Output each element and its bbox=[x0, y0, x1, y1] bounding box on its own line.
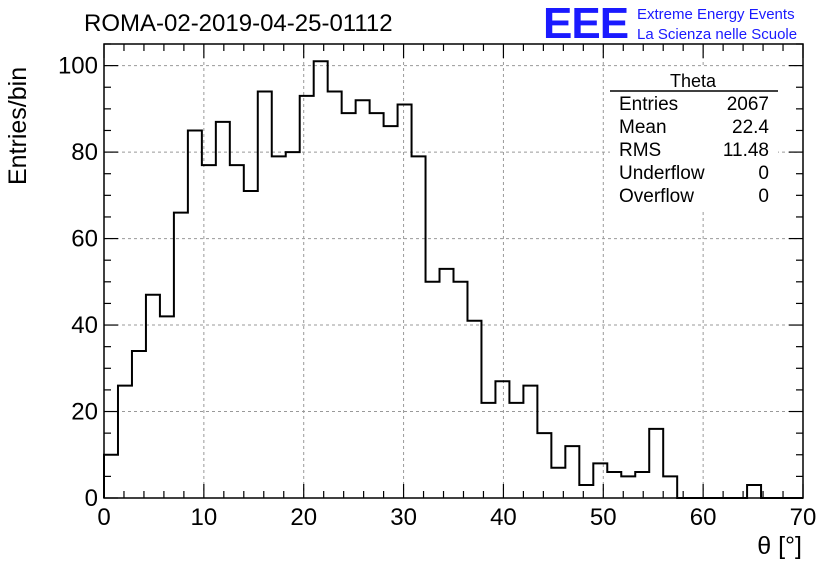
x-tick-label: 20 bbox=[290, 504, 317, 531]
histogram-bin bbox=[104, 455, 118, 498]
stats-row-value: 22.4 bbox=[732, 117, 769, 138]
x-tick-label: 70 bbox=[790, 504, 817, 531]
histogram-bin bbox=[537, 433, 551, 498]
histogram-series bbox=[103, 60, 803, 499]
histogram-bin bbox=[370, 113, 384, 498]
stats-row-label: Overflow bbox=[619, 186, 694, 207]
histogram-bin bbox=[342, 113, 356, 498]
y-tick-label: 80 bbox=[71, 139, 98, 166]
histogram-bin bbox=[467, 321, 481, 498]
histogram-bin bbox=[328, 92, 342, 498]
stats-row-label: Entries bbox=[619, 94, 678, 115]
histogram-bin bbox=[440, 269, 454, 498]
histogram-bin bbox=[565, 446, 579, 498]
stats-box-title: Theta bbox=[670, 71, 717, 91]
histogram-bin bbox=[454, 282, 468, 498]
histogram-bin bbox=[551, 468, 565, 498]
y-tick-label: 60 bbox=[71, 226, 98, 253]
histogram-bin bbox=[649, 429, 663, 498]
histogram-bin bbox=[118, 386, 132, 498]
x-axis-label: θ [°] bbox=[757, 532, 802, 560]
plot-frame bbox=[103, 43, 804, 499]
histogram-bin bbox=[286, 152, 300, 498]
y-tick-label: 100 bbox=[58, 53, 98, 80]
histogram-bin bbox=[244, 191, 258, 498]
histogram-bin bbox=[258, 92, 272, 498]
y-tick-label: 20 bbox=[71, 399, 98, 426]
histogram-bin bbox=[579, 485, 593, 498]
histogram-bin bbox=[593, 463, 607, 498]
histogram-bin bbox=[160, 316, 174, 498]
histogram-bin bbox=[300, 96, 314, 498]
histogram-bin bbox=[523, 386, 537, 498]
histogram-bin bbox=[132, 351, 146, 498]
histogram-bin bbox=[174, 213, 188, 498]
histogram-bin bbox=[188, 130, 202, 498]
y-tick-label: 0 bbox=[85, 485, 98, 512]
chart-title: ROMA-02-2019-04-25-01112 bbox=[84, 10, 393, 37]
x-tick-label: 10 bbox=[191, 504, 218, 531]
stats-row-value: 11.48 bbox=[723, 140, 769, 161]
stats-row-value: 0 bbox=[758, 163, 769, 184]
histogram-bin bbox=[356, 100, 370, 498]
histogram-bin bbox=[663, 476, 677, 498]
histogram-bin bbox=[495, 381, 509, 498]
stats-row-label: Underflow bbox=[619, 163, 705, 184]
histogram-bin bbox=[607, 472, 621, 498]
histogram-bin bbox=[202, 165, 216, 498]
x-tick-label: 0 bbox=[97, 504, 110, 531]
histogram-bin bbox=[314, 61, 328, 498]
stats-row-value: 2067 bbox=[727, 94, 769, 115]
histogram-bin bbox=[146, 295, 160, 498]
logo-line1: Extreme Energy Events bbox=[637, 6, 795, 23]
eee-logo: EEE bbox=[543, 0, 629, 48]
histogram-bin bbox=[509, 403, 523, 498]
histogram-bin bbox=[621, 476, 635, 498]
x-tick-label: 60 bbox=[690, 504, 717, 531]
stats-row-label: RMS bbox=[619, 140, 661, 161]
x-tick-label: 40 bbox=[490, 504, 517, 531]
histogram-bin bbox=[272, 156, 286, 498]
histogram-bin bbox=[635, 472, 649, 498]
histogram-bin bbox=[230, 165, 244, 498]
histogram-bin bbox=[412, 156, 426, 498]
stats-row-label: Mean bbox=[619, 117, 667, 138]
y-tick-label: 40 bbox=[71, 312, 98, 339]
x-tick-label: 50 bbox=[590, 504, 617, 531]
logo-line2: La Scienza nelle Scuole bbox=[637, 26, 798, 43]
x-tick-label: 30 bbox=[390, 504, 417, 531]
stats-row-value: 0 bbox=[758, 186, 769, 207]
histogram-bin bbox=[426, 282, 440, 498]
histogram-bin bbox=[384, 126, 398, 498]
histogram-bin bbox=[481, 403, 495, 498]
histogram-bin bbox=[216, 122, 230, 498]
histogram-bin bbox=[747, 485, 761, 498]
histogram-bin bbox=[398, 105, 412, 498]
